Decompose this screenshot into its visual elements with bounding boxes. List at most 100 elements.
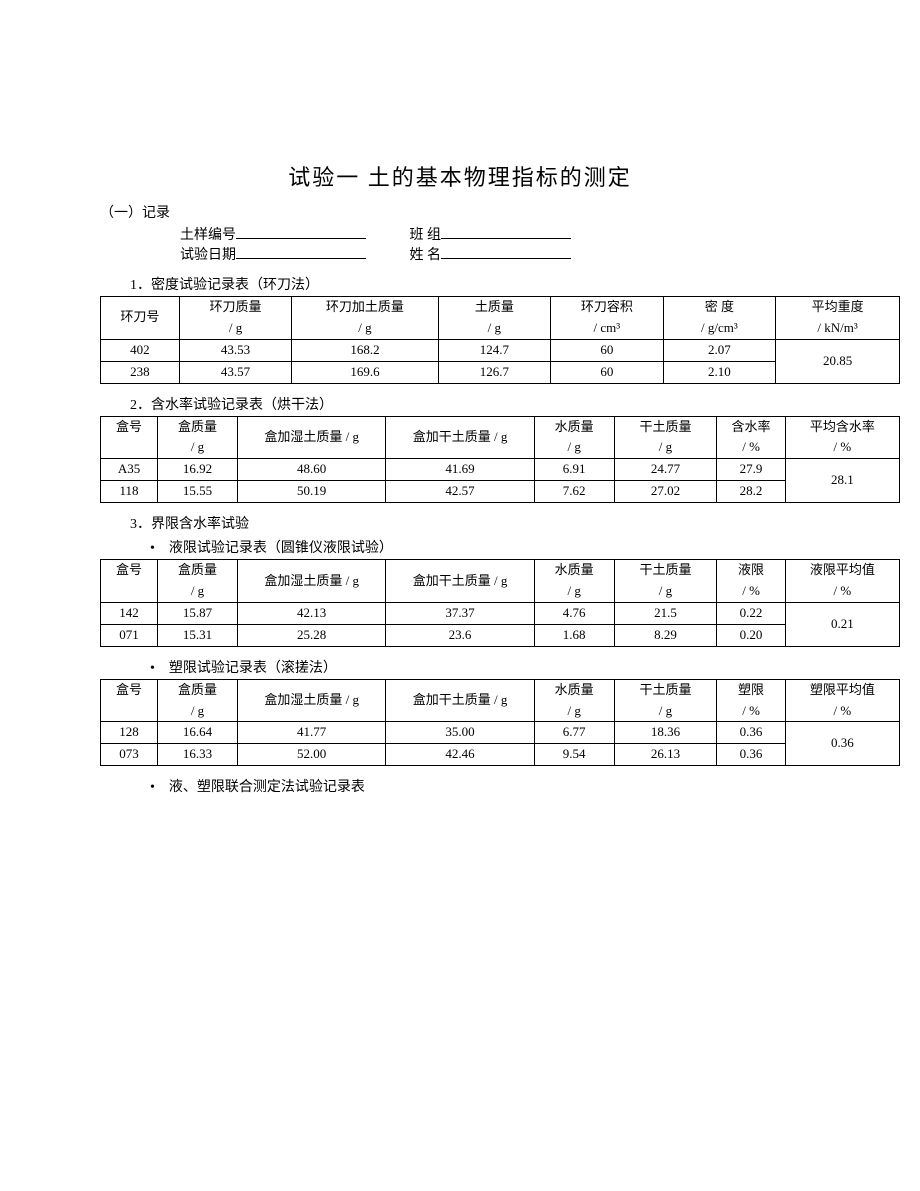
col-wet-mass: 盒加湿土质量 / g — [237, 560, 385, 603]
cell: 15.31 — [158, 624, 238, 646]
unit: / % — [717, 437, 785, 458]
col-wet-mass: 盒加湿土质量 / g — [237, 416, 385, 459]
cell: 28.2 — [717, 481, 785, 503]
cell: 2.07 — [663, 339, 776, 361]
cell: 37.37 — [386, 602, 534, 624]
col-water-mass: 水质量 — [534, 560, 614, 581]
cell: 25.28 — [237, 624, 385, 646]
cell: 402 — [101, 339, 180, 361]
table-header-row: 盒号 盒质量 盒加湿土质量 / g 盒加干土质量 / g 水质量 干土质量 液限… — [101, 560, 900, 581]
unit: / g — [158, 437, 238, 458]
cell: 128 — [101, 722, 158, 744]
cell: 9.54 — [534, 744, 614, 766]
cell: 169.6 — [292, 361, 438, 383]
unit: / g — [438, 318, 551, 339]
col-box-mass: 盒质量 — [158, 416, 238, 437]
col-moisture: 含水率 — [717, 416, 785, 437]
cell: 142 — [101, 602, 158, 624]
unit: / % — [717, 701, 785, 722]
t3-section: 3．界限含水率试验 — [130, 513, 860, 533]
unit: / cm³ — [551, 318, 664, 339]
col-water-mass: 水质量 — [534, 679, 614, 700]
cell: A35 — [101, 459, 158, 481]
unit: / g — [158, 581, 238, 602]
col-drysoil-mass: 干土质量 — [614, 416, 717, 437]
col-ring-no: 环刀号 — [101, 297, 180, 340]
col-ring-soil-mass: 环刀加土质量 — [292, 297, 438, 318]
col-dry-mass: 盒加干土质量 / g — [386, 679, 534, 722]
cell: 21.5 — [614, 602, 717, 624]
name-label: 姓 名 — [410, 248, 442, 263]
unit — [101, 701, 158, 722]
density-table: 环刀号 环刀质量 环刀加土质量 土质量 环刀容积 密 度 平均重度 / g / … — [100, 296, 900, 384]
col-ring-vol: 环刀容积 — [551, 297, 664, 318]
col-avg-ll: 液限平均值 — [785, 560, 899, 581]
avg-cell: 20.85 — [776, 339, 900, 383]
unit — [101, 437, 158, 458]
cell: 1.68 — [534, 624, 614, 646]
cell: 7.62 — [534, 481, 614, 503]
col-density: 密 度 — [663, 297, 776, 318]
table-unit-row: / g / g / g / cm³ / g/cm³ / kN/m³ — [101, 318, 900, 339]
unit: / g — [614, 581, 717, 602]
col-dry-mass: 盒加干土质量 / g — [386, 416, 534, 459]
cell: 60 — [551, 339, 664, 361]
cell: 16.92 — [158, 459, 238, 481]
cell: 60 — [551, 361, 664, 383]
cell: 23.6 — [386, 624, 534, 646]
unit: / g — [614, 437, 717, 458]
col-soil-mass: 土质量 — [438, 297, 551, 318]
cell: 2.10 — [663, 361, 776, 383]
sample-no-blank — [236, 224, 366, 239]
unit: / g — [179, 318, 292, 339]
unit: / g — [534, 437, 614, 458]
cell: 238 — [101, 361, 180, 383]
cell: 16.33 — [158, 744, 238, 766]
col-avg-pl: 塑限平均值 — [785, 679, 899, 700]
cell: 26.13 — [614, 744, 717, 766]
cell: 42.46 — [386, 744, 534, 766]
cell: 0.20 — [717, 624, 785, 646]
cell: 6.91 — [534, 459, 614, 481]
col-plastic-limit: 塑限 — [717, 679, 785, 700]
cell: 126.7 — [438, 361, 551, 383]
class-label: 班 组 — [410, 228, 442, 243]
unit: / % — [785, 437, 899, 458]
unit: / g — [534, 581, 614, 602]
col-box-no: 盒号 — [101, 679, 158, 700]
col-avg-weight: 平均重度 — [776, 297, 900, 318]
cell: 41.77 — [237, 722, 385, 744]
table-row: 142 15.87 42.13 37.37 4.76 21.5 0.22 0.2… — [101, 602, 900, 624]
unit: / g — [534, 701, 614, 722]
unit: / % — [785, 701, 899, 722]
cell: 50.19 — [237, 481, 385, 503]
col-wet-mass: 盒加湿土质量 / g — [237, 679, 385, 722]
cell: 071 — [101, 624, 158, 646]
cell: 0.36 — [717, 722, 785, 744]
cell: 6.77 — [534, 722, 614, 744]
table-header-row: 盒号 盒质量 盒加湿土质量 / g 盒加干土质量 / g 水质量 干土质量 塑限… — [101, 679, 900, 700]
sample-no-label: 土样编号 — [180, 228, 236, 243]
table-header-row: 环刀号 环刀质量 环刀加土质量 土质量 环刀容积 密 度 平均重度 — [101, 297, 900, 318]
cell: 4.76 — [534, 602, 614, 624]
avg-cell: 0.36 — [785, 722, 899, 766]
col-drysoil-mass: 干土质量 — [614, 679, 717, 700]
class-blank — [441, 224, 571, 239]
cell: 43.53 — [179, 339, 292, 361]
moisture-table: 盒号 盒质量 盒加湿土质量 / g 盒加干土质量 / g 水质量 干土质量 含水… — [100, 416, 900, 504]
cell: 48.60 — [237, 459, 385, 481]
cell: 15.87 — [158, 602, 238, 624]
col-box-no: 盒号 — [101, 560, 158, 581]
unit: / g — [292, 318, 438, 339]
unit: / g — [614, 701, 717, 722]
name-blank — [441, 244, 571, 259]
unit: / kN/m³ — [776, 318, 900, 339]
table-row: 073 16.33 52.00 42.46 9.54 26.13 0.36 — [101, 744, 900, 766]
col-box-no: 盒号 — [101, 416, 158, 437]
cell: 168.2 — [292, 339, 438, 361]
cell: 42.57 — [386, 481, 534, 503]
table-row: 402 43.53 168.2 124.7 60 2.07 20.85 — [101, 339, 900, 361]
cell: 8.29 — [614, 624, 717, 646]
cell: 118 — [101, 481, 158, 503]
cell: 43.57 — [179, 361, 292, 383]
